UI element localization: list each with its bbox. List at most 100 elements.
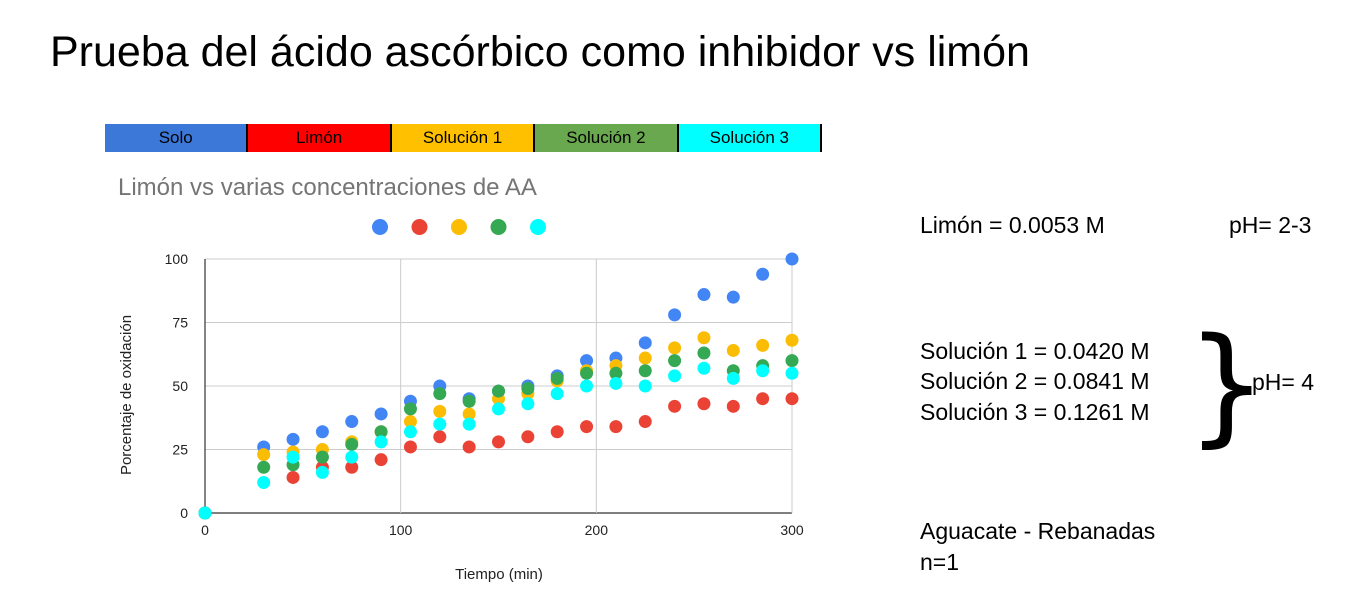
color-legend-bar: Solo Limón Solución 1 Solución 2 Solución 3: [105, 124, 822, 152]
data-point: [198, 506, 212, 520]
data-point: [668, 354, 682, 368]
legend-dot: [372, 219, 388, 235]
data-point: [580, 354, 594, 368]
data-point: [697, 331, 711, 345]
data-point: [433, 404, 447, 418]
data-point: [286, 450, 300, 464]
data-point: [785, 366, 799, 380]
data-point: [462, 417, 476, 431]
data-point: [462, 440, 476, 454]
legend-dot: [411, 219, 428, 235]
data-point: [638, 364, 652, 378]
legend-bar-cell: Solución 2: [535, 124, 679, 152]
data-point: [345, 450, 359, 464]
data-point: [315, 465, 329, 479]
data-point: [726, 399, 740, 413]
data-point: [345, 415, 359, 429]
data-point: [638, 336, 652, 350]
y-tick-label: 100: [165, 251, 189, 267]
data-point: [462, 394, 476, 408]
data-point: [785, 354, 799, 368]
data-point: [668, 308, 682, 322]
data-point: [756, 392, 770, 406]
slide-title: Prueba del ácido ascórbico como inhibido…: [50, 28, 1030, 76]
data-point: [550, 425, 564, 439]
legend-dot: [530, 219, 546, 235]
data-point: [638, 379, 652, 393]
data-point: [609, 376, 623, 390]
y-tick-label: 0: [180, 505, 188, 521]
data-point: [726, 343, 740, 357]
data-point: [257, 448, 271, 462]
solucion-2-concentration: Solución 2 = 0.0841 M: [920, 368, 1150, 394]
legend-dot: [490, 219, 507, 235]
data-point: [785, 252, 799, 266]
data-point: [315, 450, 329, 464]
data-point: [315, 425, 329, 439]
data-point: [492, 435, 505, 449]
data-point: [286, 432, 300, 446]
sample-count: n=1: [920, 549, 960, 575]
data-point: [697, 346, 711, 360]
data-point: [433, 417, 447, 431]
data-point: [580, 379, 594, 393]
data-point: [374, 453, 388, 467]
data-point: [697, 288, 711, 302]
sample-type: Aguacate - Rebanadas: [920, 518, 1156, 544]
limon-ph: pH= 2-3: [1229, 212, 1312, 238]
x-tick-label: 300: [780, 522, 804, 538]
legend-bar-cell: Limón: [248, 124, 392, 152]
data-point: [756, 267, 770, 281]
data-point: [580, 420, 594, 434]
data-point: [638, 351, 652, 365]
solucion-ph: pH= 4: [1252, 369, 1315, 395]
data-point: [286, 470, 300, 484]
legend-bar-cell: Solución 3: [678, 124, 821, 152]
data-point: [785, 392, 799, 406]
chart-title: Limón vs varias concentraciones de AA: [118, 174, 537, 201]
data-point: [374, 435, 388, 449]
solucion-3-concentration: Solución 3 = 0.1261 M: [920, 399, 1150, 425]
grouping-brace: }: [1186, 311, 1268, 460]
data-point: [433, 387, 447, 401]
data-point: [550, 387, 564, 401]
data-point: [345, 460, 359, 474]
data-point: [697, 361, 711, 375]
data-point: [257, 460, 271, 474]
data-point: [257, 476, 271, 490]
data-point: [492, 384, 505, 398]
data-point: [697, 397, 711, 411]
data-point: [550, 371, 564, 385]
data-point: [403, 440, 417, 454]
solucion-1-concentration: Solución 1 = 0.0420 M: [920, 338, 1150, 364]
data-point: [638, 415, 652, 429]
data-point: [345, 437, 359, 451]
data-point: [668, 399, 682, 413]
data-point: [521, 430, 535, 444]
data-point: [609, 366, 623, 380]
legend-bar-cell: Solución 1: [391, 124, 536, 152]
data-point: [403, 415, 417, 429]
x-tick-label: 100: [389, 522, 413, 538]
x-tick-label: 0: [201, 522, 209, 538]
data-point: [756, 364, 770, 378]
data-point: [668, 341, 682, 355]
data-point: [433, 430, 447, 444]
data-point: [492, 402, 505, 416]
data-point: [785, 333, 799, 347]
data-point: [609, 420, 623, 434]
data-point: [580, 366, 594, 380]
data-point: [756, 338, 770, 352]
data-point: [726, 371, 740, 385]
data-point: [521, 397, 535, 411]
data-point: [403, 425, 417, 439]
data-point: [374, 425, 388, 439]
y-axis-title: Porcentaje de oxidación: [118, 315, 135, 475]
y-tick-label: 25: [172, 442, 188, 458]
y-tick-label: 50: [172, 378, 188, 394]
data-point: [668, 369, 682, 383]
data-point: [726, 290, 740, 304]
legend-bar-cell: Solo: [105, 124, 249, 152]
data-point: [521, 382, 535, 396]
